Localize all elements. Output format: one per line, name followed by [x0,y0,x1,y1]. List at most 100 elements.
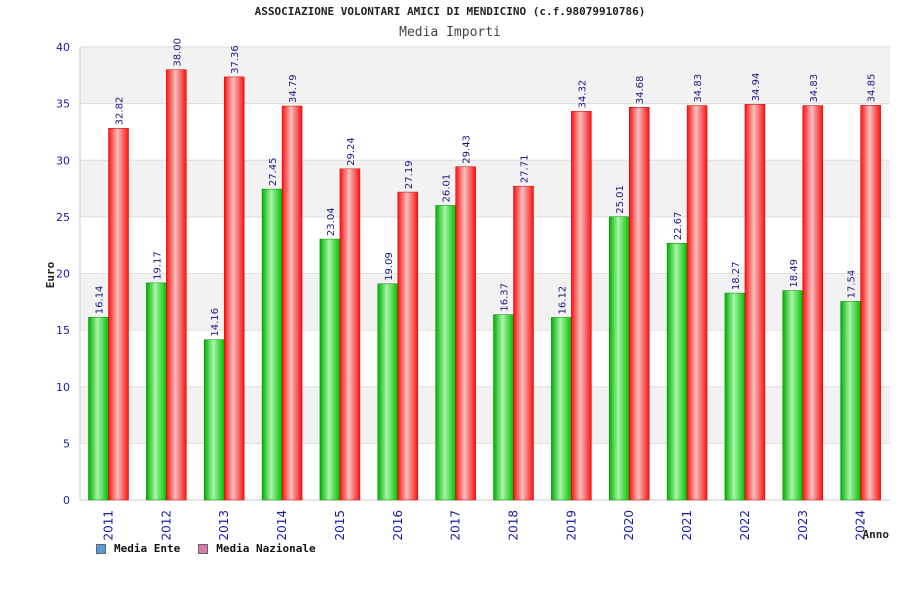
x-tick-label: 2013 [217,510,231,541]
legend: Media Ente Media Nazionale [96,542,316,555]
data-label: 34.83 [693,74,704,103]
bar-media-ente-2015 [319,238,341,501]
bar-media-nazionale-2019 [571,111,592,501]
bar-media-ente-2022 [724,292,746,501]
data-label: 34.79 [288,74,299,103]
bar-media-nazionale-2021 [686,105,708,501]
y-tick-label: 30 [56,154,70,167]
grid-band [80,103,890,161]
data-label: 14.16 [210,308,221,337]
data-label: 29.43 [462,135,473,164]
bar-media-ente-2024 [840,301,861,501]
y-tick-label: 35 [56,98,70,111]
x-tick-label: 2016 [391,510,405,541]
x-tick-label: 2021 [680,510,694,541]
bar-media-nazionale-2020 [628,106,650,501]
bar-media-ente-2011 [88,316,109,501]
grid-band [80,216,890,274]
data-label: 18.27 [731,261,742,290]
bar-media-nazionale-2015 [339,168,361,501]
x-tick-label: 2012 [159,510,173,541]
y-ticks: 0 5 10 15 20 25 30 35 40 [56,41,70,507]
bar-media-ente-2016 [377,283,399,501]
y-tick-label: 0 [63,494,70,507]
legend-swatch [198,543,209,554]
y-tick-label: 15 [56,324,70,337]
x-tick-label: 2015 [333,510,347,541]
y-axis-title: Euro [44,261,57,288]
y-tick-label: 20 [56,268,70,281]
legend-label: Media Ente [114,542,181,555]
x-axis-title: Anno [863,528,890,541]
data-label: 37.36 [230,45,241,74]
bar-media-nazionale-2017 [455,166,476,501]
x-tick-label: 2023 [796,510,810,541]
data-label: 34.85 [867,74,878,103]
data-label: 29.24 [346,137,357,166]
chart-title: ASSOCIAZIONE VOLONTARI AMICI DI MENDICIN… [254,5,646,18]
bar-media-nazionale-2022 [744,104,766,501]
data-label: 34.68 [635,76,646,105]
data-labels: 16.14 32.82 19.17 38.00 14.16 37.36 27.45 34.79… [95,38,878,337]
bar-media-ente-2020 [608,216,630,501]
bars [88,69,881,501]
bar-media-nazionale-2012 [166,69,187,501]
x-tick-label: 2019 [564,510,578,541]
bar-media-ente-2012 [146,282,167,501]
data-label: 34.32 [577,80,588,109]
bar-media-ente-2014 [261,188,283,501]
grid-band [80,443,890,500]
bar-media-nazionale-2023 [802,105,824,501]
y-tick-label: 10 [56,381,70,394]
grid-band [80,160,890,217]
data-label: 16.37 [500,283,511,312]
bar-media-nazionale-2024 [860,105,881,501]
data-label: 38.00 [172,38,183,67]
x-ticks: 2011 2012 2013 2014 2015 2016 2017 2018 2019 2020… [102,510,868,541]
x-tick-label: 2014 [275,510,289,541]
bar-media-ente-2013 [203,339,225,501]
grid-band [80,47,890,104]
legend-swatch [96,543,106,554]
grid-band [80,386,890,444]
data-label: 19.17 [152,251,163,280]
data-label: 26.01 [442,174,453,203]
x-tick-label: 2020 [622,510,636,541]
data-label: 22.67 [673,212,684,241]
data-label: 25.01 [615,185,626,214]
bar-media-ente-2021 [666,243,688,501]
grid-band [80,330,890,387]
x-tick-label: 2022 [738,510,752,541]
bar-media-ente-2019 [551,317,572,501]
data-label: 17.54 [847,270,858,299]
bar-media-nazionale-2011 [108,128,129,501]
data-label: 34.83 [809,74,820,103]
y-tick-label: 5 [63,437,70,450]
bar-media-nazionale-2018 [513,185,534,501]
y-tick-label: 40 [56,41,70,54]
data-label: 27.71 [520,155,531,184]
chart-subtitle: Media Importi [399,25,501,40]
grid-band [80,273,890,331]
data-label: 16.12 [557,286,568,315]
data-label: 27.45 [268,157,279,186]
data-label: 23.04 [326,207,337,236]
data-label: 18.49 [789,259,800,288]
x-tick-label: 2024 [854,510,868,541]
data-label: 19.09 [384,252,395,281]
bar-media-ente-2017 [435,205,456,501]
legend-item-media-nazionale: Media Nazionale [198,542,316,555]
x-tick-label: 2018 [507,510,521,541]
data-label: 27.19 [404,160,415,189]
bar-media-nazionale-2013 [223,76,245,501]
x-tick-label: 2017 [449,510,463,541]
bar-media-nazionale-2016 [397,191,419,501]
data-label: 16.14 [95,286,106,315]
legend-item-media-ente: Media Ente [96,542,180,555]
bar-media-ente-2023 [782,290,804,501]
bar-media-ente-2018 [493,314,514,501]
bar-media-nazionale-2014 [281,105,303,501]
legend-label: Media Nazionale [216,542,316,555]
